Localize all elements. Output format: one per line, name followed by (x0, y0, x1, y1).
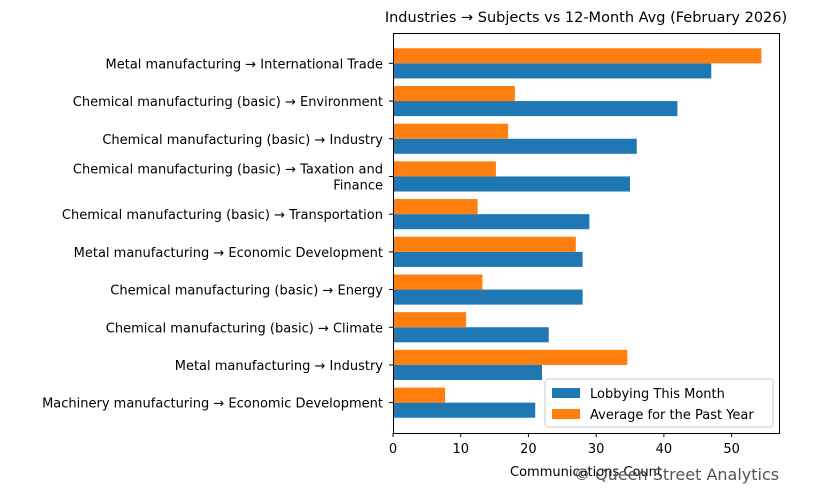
y-tick-label: Chemical manufacturing (basic) → Climate (106, 321, 383, 336)
bar-this-month-9 (393, 402, 536, 418)
bar-this-month-1 (393, 101, 678, 117)
legend-label-this-month: Lobbying This Month (590, 387, 725, 402)
y-tick-label: Machinery manufacturing → Economic Devel… (42, 397, 383, 412)
bar-past-year-1 (393, 85, 515, 102)
x-tick-label: 0 (389, 442, 397, 457)
bar-past-year-9 (393, 387, 446, 403)
y-tick-label: Metal manufacturing → Industry (175, 359, 384, 374)
bar-past-year-0 (393, 48, 762, 64)
x-axis-label: Communications Count (510, 465, 662, 480)
y-tick-label: Chemical manufacturing (basic) → Taxatio… (73, 162, 383, 193)
y-tick-label: Chemical manufacturing (basic) → Industr… (102, 133, 383, 148)
bar-this-month-6 (393, 289, 583, 305)
y-tick-label: Metal manufacturing → Economic Developme… (74, 246, 383, 261)
bar-this-month-8 (393, 364, 542, 381)
chart-title: Industries → Subjects vs 12-Month Avg (F… (385, 10, 787, 26)
x-tick-label: 50 (723, 442, 740, 457)
bar-past-year-7 (393, 312, 467, 328)
y-tick-label: Metal manufacturing → International Trad… (106, 57, 383, 72)
legend-label-past-year: Average for the Past Year (590, 408, 754, 423)
x-tick-label: 20 (520, 442, 537, 457)
y-tick-label: Chemical manufacturing (basic) → Transpo… (62, 208, 383, 223)
bar-past-year-5 (393, 236, 576, 252)
bar-this-month-5 (393, 251, 583, 267)
plot-frame (393, 33, 780, 434)
bar-past-year-6 (393, 274, 483, 290)
bar-this-month-7 (393, 327, 549, 343)
legend-box (544, 378, 774, 428)
bar-this-month-3 (393, 176, 631, 192)
credit-watermark: © Queen Street Analytics (574, 465, 780, 484)
x-tick-label: 10 (452, 442, 469, 457)
bar-past-year-4 (393, 199, 478, 215)
legend: Lobbying This Month Average for the Past… (544, 378, 774, 428)
y-tick-label: Chemical manufacturing (basic) → Energy (110, 284, 383, 299)
legend-swatch-this-month (552, 388, 580, 398)
bar-past-year-2 (393, 123, 509, 139)
bar-this-month-2 (393, 138, 637, 154)
bar-past-year-3 (393, 161, 496, 177)
x-tick-label: 40 (656, 442, 673, 457)
bar-this-month-4 (393, 214, 590, 230)
legend-swatch-past-year (552, 409, 580, 419)
bar-this-month-0 (393, 63, 712, 79)
y-tick-label: Chemical manufacturing (basic) → Environ… (73, 95, 383, 110)
x-tick-label: 30 (588, 442, 605, 457)
bar-past-year-8 (393, 349, 628, 365)
